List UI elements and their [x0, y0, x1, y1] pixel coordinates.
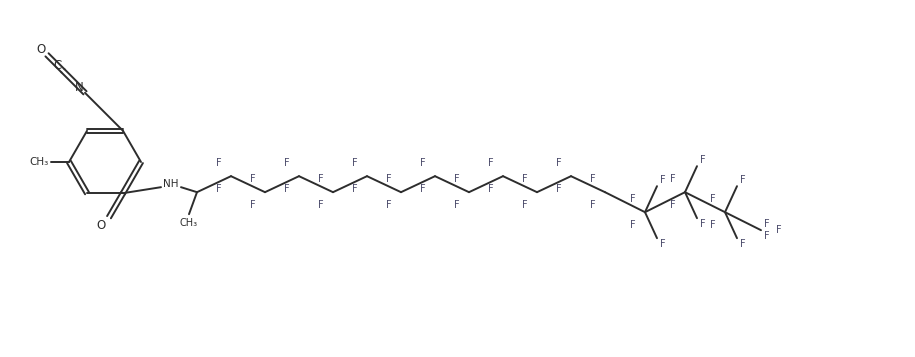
- Text: F: F: [489, 158, 494, 168]
- Text: F: F: [250, 174, 256, 184]
- Text: F: F: [352, 158, 358, 168]
- Text: F: F: [661, 239, 666, 249]
- Text: F: F: [420, 158, 425, 168]
- Text: F: F: [700, 155, 705, 165]
- Text: F: F: [661, 175, 666, 185]
- Text: F: F: [556, 184, 562, 194]
- Text: F: F: [670, 200, 676, 210]
- Text: F: F: [454, 200, 460, 210]
- Text: F: F: [740, 239, 746, 249]
- Text: NH: NH: [163, 179, 178, 189]
- Text: F: F: [285, 184, 290, 194]
- Text: O: O: [37, 43, 46, 56]
- Text: F: F: [318, 200, 324, 210]
- Text: F: F: [630, 220, 636, 230]
- Text: F: F: [522, 200, 528, 210]
- Text: F: F: [740, 175, 746, 185]
- Text: F: F: [590, 174, 596, 184]
- Text: F: F: [630, 194, 636, 204]
- Text: F: F: [700, 219, 705, 229]
- Text: F: F: [556, 158, 562, 168]
- Text: F: F: [670, 174, 676, 184]
- Text: F: F: [710, 194, 716, 204]
- Text: F: F: [386, 200, 392, 210]
- Text: F: F: [776, 225, 781, 235]
- Text: CH₃: CH₃: [180, 218, 198, 228]
- Text: F: F: [522, 174, 528, 184]
- Text: F: F: [454, 174, 460, 184]
- Text: F: F: [285, 158, 290, 168]
- Text: C: C: [53, 59, 61, 72]
- Text: F: F: [764, 231, 770, 241]
- Text: F: F: [352, 184, 358, 194]
- Text: F: F: [216, 158, 221, 168]
- Text: F: F: [710, 220, 716, 230]
- Text: CH₃: CH₃: [29, 157, 48, 167]
- Text: F: F: [318, 174, 324, 184]
- Text: F: F: [420, 184, 425, 194]
- Text: F: F: [216, 184, 221, 194]
- Text: O: O: [96, 219, 105, 232]
- Text: F: F: [386, 174, 392, 184]
- Text: N: N: [75, 81, 83, 94]
- Text: F: F: [764, 219, 770, 229]
- Text: F: F: [590, 200, 596, 210]
- Text: F: F: [250, 200, 256, 210]
- Text: F: F: [489, 184, 494, 194]
